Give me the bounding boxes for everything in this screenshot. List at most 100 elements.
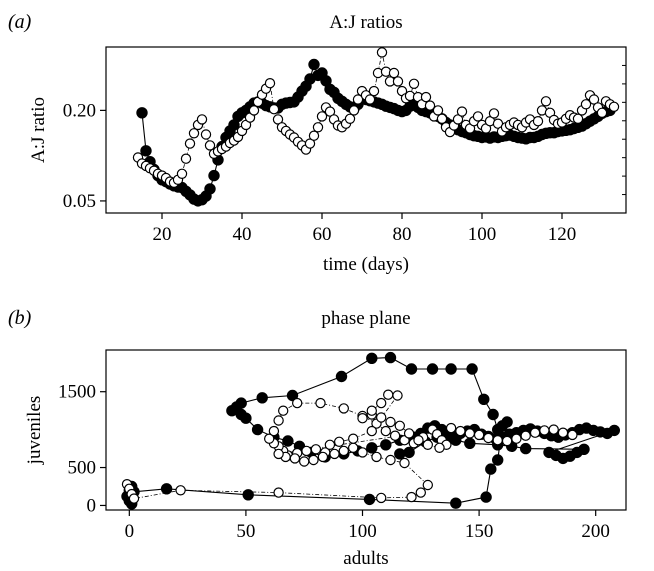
data-point-open	[188, 128, 200, 139]
data-point-open	[357, 447, 368, 458]
data-point-filled	[478, 393, 490, 405]
data-point-filled	[363, 493, 376, 506]
data-point-open	[596, 107, 608, 119]
data-point-open	[388, 67, 400, 79]
data-point-filled	[501, 416, 513, 428]
data-point-open	[268, 103, 280, 115]
data-point-filled	[466, 363, 478, 375]
data-point-filled	[208, 169, 220, 182]
data-point-open	[292, 397, 303, 409]
y-tick-label: 500	[68, 458, 97, 479]
data-point-filled	[450, 497, 462, 509]
data-point-filled	[366, 442, 378, 454]
data-point-open	[352, 94, 364, 105]
data-point-open	[312, 122, 324, 133]
data-point-filled	[251, 423, 264, 436]
data-point-open	[310, 444, 322, 455]
y-tick-label: 0.20	[63, 100, 96, 121]
data-point-filled	[394, 448, 406, 460]
data-point-open	[289, 453, 301, 464]
data-point-open	[366, 405, 377, 416]
data-point-open	[180, 153, 192, 164]
data-point-open	[344, 113, 356, 125]
data-point-open	[128, 493, 140, 504]
data-point-filled	[608, 424, 620, 437]
chart-title-a: A:J ratios	[329, 12, 402, 33]
data-point-open	[436, 113, 448, 125]
data-point-open	[176, 168, 188, 179]
data-point-open	[445, 422, 457, 434]
data-point-open	[366, 425, 377, 437]
panel-label-a: (a)	[8, 11, 32, 33]
data-point-open	[175, 485, 186, 496]
data-point-open	[520, 430, 531, 441]
data-point-open	[316, 111, 328, 122]
data-point-open	[196, 114, 208, 125]
data-point-open	[413, 435, 424, 446]
data-point-filled	[282, 435, 294, 447]
data-point-open	[317, 451, 329, 463]
data-point-open	[324, 439, 336, 450]
x-tick-label: 100	[348, 521, 377, 542]
y-axis-label-b: juveniles	[24, 396, 45, 466]
data-point-open	[308, 454, 319, 466]
plot-frame-a	[105, 46, 627, 214]
data-point-open	[308, 130, 320, 141]
data-point-open	[184, 138, 196, 149]
data-point-open	[406, 491, 417, 503]
data-point-open	[548, 424, 559, 435]
y-tick-label: 0	[87, 495, 97, 516]
data-point-filled	[256, 392, 268, 404]
data-point-open	[278, 405, 289, 416]
data-point-open	[268, 425, 280, 437]
data-point-open	[385, 454, 396, 466]
x-tick-label: 0	[125, 521, 135, 542]
data-point-open	[357, 413, 368, 424]
data-point-open	[204, 140, 216, 151]
data-point-open	[464, 428, 475, 439]
y-tick-label: 1500	[58, 382, 96, 403]
data-point-filled	[403, 446, 415, 459]
data-point-open	[456, 106, 468, 117]
data-point-open	[539, 425, 550, 436]
data-point-filled	[487, 408, 499, 421]
data-point-open	[248, 105, 260, 116]
x-tick-label: 40	[233, 224, 252, 245]
data-point-filled	[366, 352, 378, 364]
data-point-open	[329, 448, 340, 460]
data-point-open	[572, 113, 584, 125]
data-point-filled	[335, 370, 348, 383]
data-point-open	[529, 427, 541, 438]
data-point-open	[472, 111, 484, 122]
data-point-filled	[140, 145, 152, 157]
data-point-filled	[204, 183, 216, 195]
data-point-filled	[492, 454, 504, 466]
data-point-open	[371, 451, 382, 463]
data-point-open	[364, 94, 376, 105]
data-point-filled	[520, 442, 532, 455]
data-point-open	[432, 105, 444, 116]
data-point-open	[415, 487, 426, 498]
data-point-open	[273, 415, 284, 426]
data-point-open	[424, 100, 436, 111]
data-point-open	[348, 433, 359, 444]
x-tick-label: 80	[393, 224, 412, 245]
data-point-open	[399, 457, 410, 469]
data-point-open	[368, 85, 380, 97]
data-point-open	[334, 436, 345, 447]
data-point-open	[580, 99, 592, 110]
data-point-open	[511, 433, 522, 444]
data-point-filled	[578, 443, 590, 455]
data-point-open	[376, 492, 387, 504]
data-point-open	[394, 420, 405, 431]
data-point-filled	[308, 58, 320, 71]
data-point-open	[567, 429, 578, 441]
data-point-open	[540, 96, 552, 107]
data-point-filled	[242, 489, 254, 501]
data-point-open	[348, 105, 360, 116]
data-point-open	[492, 435, 503, 446]
panel-label-b: (b)	[8, 307, 32, 329]
data-point-open	[608, 101, 620, 113]
x-tick-label: 200	[581, 521, 610, 542]
data-point-open	[299, 456, 310, 467]
